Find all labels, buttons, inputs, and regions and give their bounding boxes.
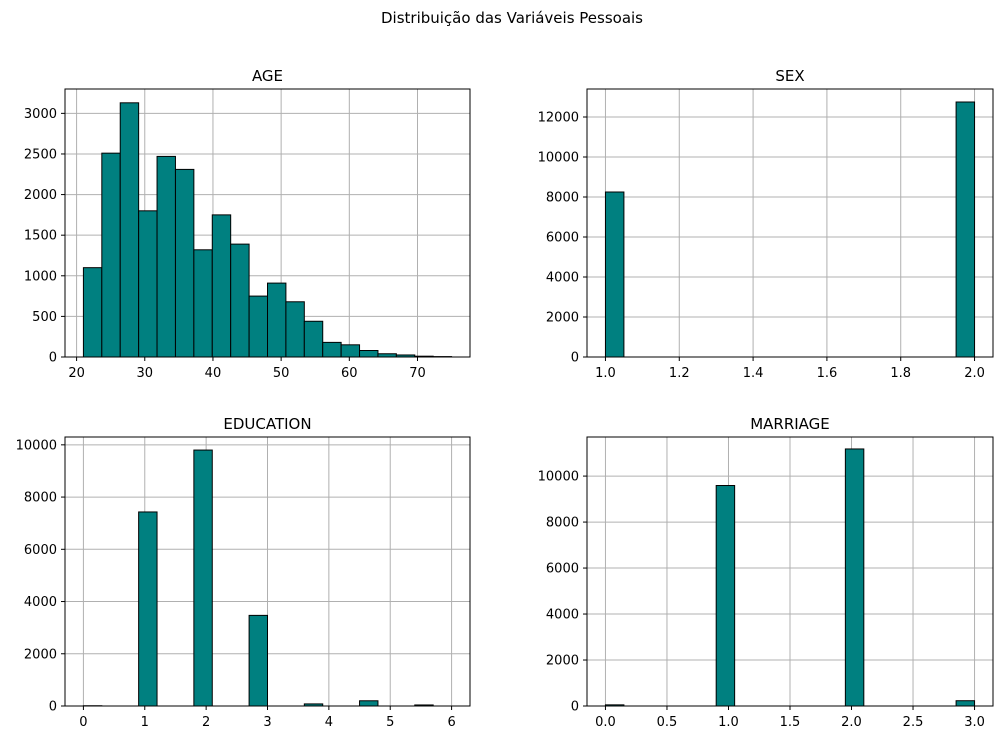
marriage-y-tick-label: 4000 — [546, 608, 579, 623]
sex-subplot: 1.0 1.2 1.4 1.6 1.8 2.0 0 2000 4000 6000 8000 10000… — [538, 67, 994, 381]
age-x-tick-label: 50 — [273, 366, 290, 381]
marriage-subplot: 0.0 0.5 1.0 1.5 2.0 2.5 3.0 0 2000 4000 6000 8000 10… — [538, 415, 994, 730]
education-bar — [359, 700, 379, 707]
sex-y-tick-label: 8000 — [546, 191, 579, 206]
marriage-bar — [955, 700, 976, 707]
marriage-x-tick-label: 2.5 — [903, 715, 924, 730]
education-x-tick-label: 1 — [141, 715, 149, 730]
marriage-x-tick-label: 3.0 — [964, 715, 985, 730]
education-x-tick-label: 2 — [202, 715, 210, 730]
age-y-tick-label: 0 — [49, 351, 57, 366]
sex-x-tick-label: 1.8 — [890, 366, 911, 381]
sex-y-tick-label: 4000 — [546, 271, 579, 286]
age-x-tick-label: 40 — [205, 366, 222, 381]
education-x-tick-label: 0 — [79, 715, 87, 730]
age-bar — [82, 267, 103, 358]
age-x-tick-label: 60 — [341, 366, 358, 381]
age-y-tick-label: 2500 — [24, 147, 57, 162]
education-x-tick-label: 6 — [447, 715, 455, 730]
age-axes-frame — [64, 88, 471, 358]
age-bar — [101, 152, 121, 358]
education-bar — [193, 449, 213, 707]
age-bar — [156, 155, 176, 358]
age-bar — [174, 168, 195, 358]
marriage-x-tick-label: 1.0 — [718, 715, 739, 730]
age-bar — [119, 102, 140, 358]
education-y-tick-label: 10000 — [16, 438, 57, 453]
age-bar — [193, 249, 213, 358]
marriage-x-tick-label: 1.5 — [780, 715, 801, 730]
age-y-tick-label: 2000 — [24, 188, 57, 203]
education-x-tick-label: 5 — [386, 715, 394, 730]
marriage-bar — [844, 448, 865, 707]
marriage-y-tick-label: 8000 — [546, 516, 579, 531]
education-y-tick-label: 2000 — [24, 647, 57, 662]
sex-y-tick-label: 6000 — [546, 231, 579, 246]
sex-x-tick-label: 2.0 — [964, 366, 985, 381]
sex-x-tick-label: 1.4 — [743, 366, 764, 381]
age-x-tick-label: 70 — [409, 366, 426, 381]
marriage-x-tick-label: 0.5 — [657, 715, 678, 730]
sex-x-tick-label: 1.0 — [595, 366, 616, 381]
education-x-tick-label: 4 — [325, 715, 333, 730]
sex-y-tick-label: 2000 — [546, 311, 579, 326]
sex-y-tick-label: 10000 — [538, 151, 579, 166]
age-subplot: 20 30 40 50 60 70 0 500 1000 1500 2000 2500 3000 AGE — [24, 67, 471, 381]
education-subplot-title: EDUCATION — [223, 415, 311, 433]
age-y-tick-label: 1000 — [24, 269, 57, 284]
age-x-tick-label: 30 — [136, 366, 153, 381]
education-bar — [248, 614, 269, 707]
education-y-tick-label: 4000 — [24, 595, 57, 610]
education-y-tick-label: 8000 — [24, 491, 57, 506]
marriage-y-tick-label: 2000 — [546, 654, 579, 669]
sex-bar — [604, 191, 625, 358]
age-subplot-title: AGE — [252, 67, 283, 85]
age-bar — [230, 243, 250, 358]
marriage-x-tick-label: 0.0 — [595, 715, 616, 730]
age-bar — [340, 344, 361, 358]
age-y-tick-label: 1500 — [24, 229, 57, 244]
education-y-tick-label: 6000 — [24, 543, 57, 558]
marriage-bar — [715, 485, 736, 707]
age-bar — [211, 214, 232, 358]
age-bar — [248, 295, 269, 358]
sex-axes-frame — [586, 88, 994, 358]
sex-x-tick-label: 1.6 — [817, 366, 838, 381]
age-x-tick-label: 20 — [68, 366, 85, 381]
sex-subplot-title: SEX — [775, 67, 804, 85]
marriage-x-tick-label: 2.0 — [841, 715, 862, 730]
sex-y-tick-label: 0 — [571, 351, 579, 366]
sex-y-tick-label: 12000 — [538, 111, 579, 126]
sex-bar — [955, 101, 976, 358]
education-x-tick-label: 3 — [263, 715, 271, 730]
education-subplot: 0 1 2 3 4 5 6 0 2000 4000 6000 8000 10000 EDUCATION — [16, 415, 471, 730]
age-bar — [267, 282, 287, 358]
age-bar — [138, 210, 158, 358]
figure-title: Distribuição das Variáveis Pessoais — [381, 9, 643, 27]
age-y-tick-label: 500 — [32, 310, 57, 325]
sex-x-tick-label: 1.2 — [669, 366, 690, 381]
education-y-tick-label: 0 — [49, 700, 57, 715]
education-bar — [138, 511, 158, 707]
marriage-y-tick-label: 0 — [571, 700, 579, 715]
marriage-y-tick-label: 10000 — [538, 470, 579, 485]
age-y-tick-label: 3000 — [24, 107, 57, 122]
marriage-y-tick-label: 6000 — [546, 562, 579, 577]
age-bar — [285, 301, 305, 358]
age-bar — [322, 341, 342, 358]
marriage-subplot-title: MARRIAGE — [750, 415, 830, 433]
age-bar — [303, 320, 324, 358]
age-bar — [359, 350, 379, 358]
